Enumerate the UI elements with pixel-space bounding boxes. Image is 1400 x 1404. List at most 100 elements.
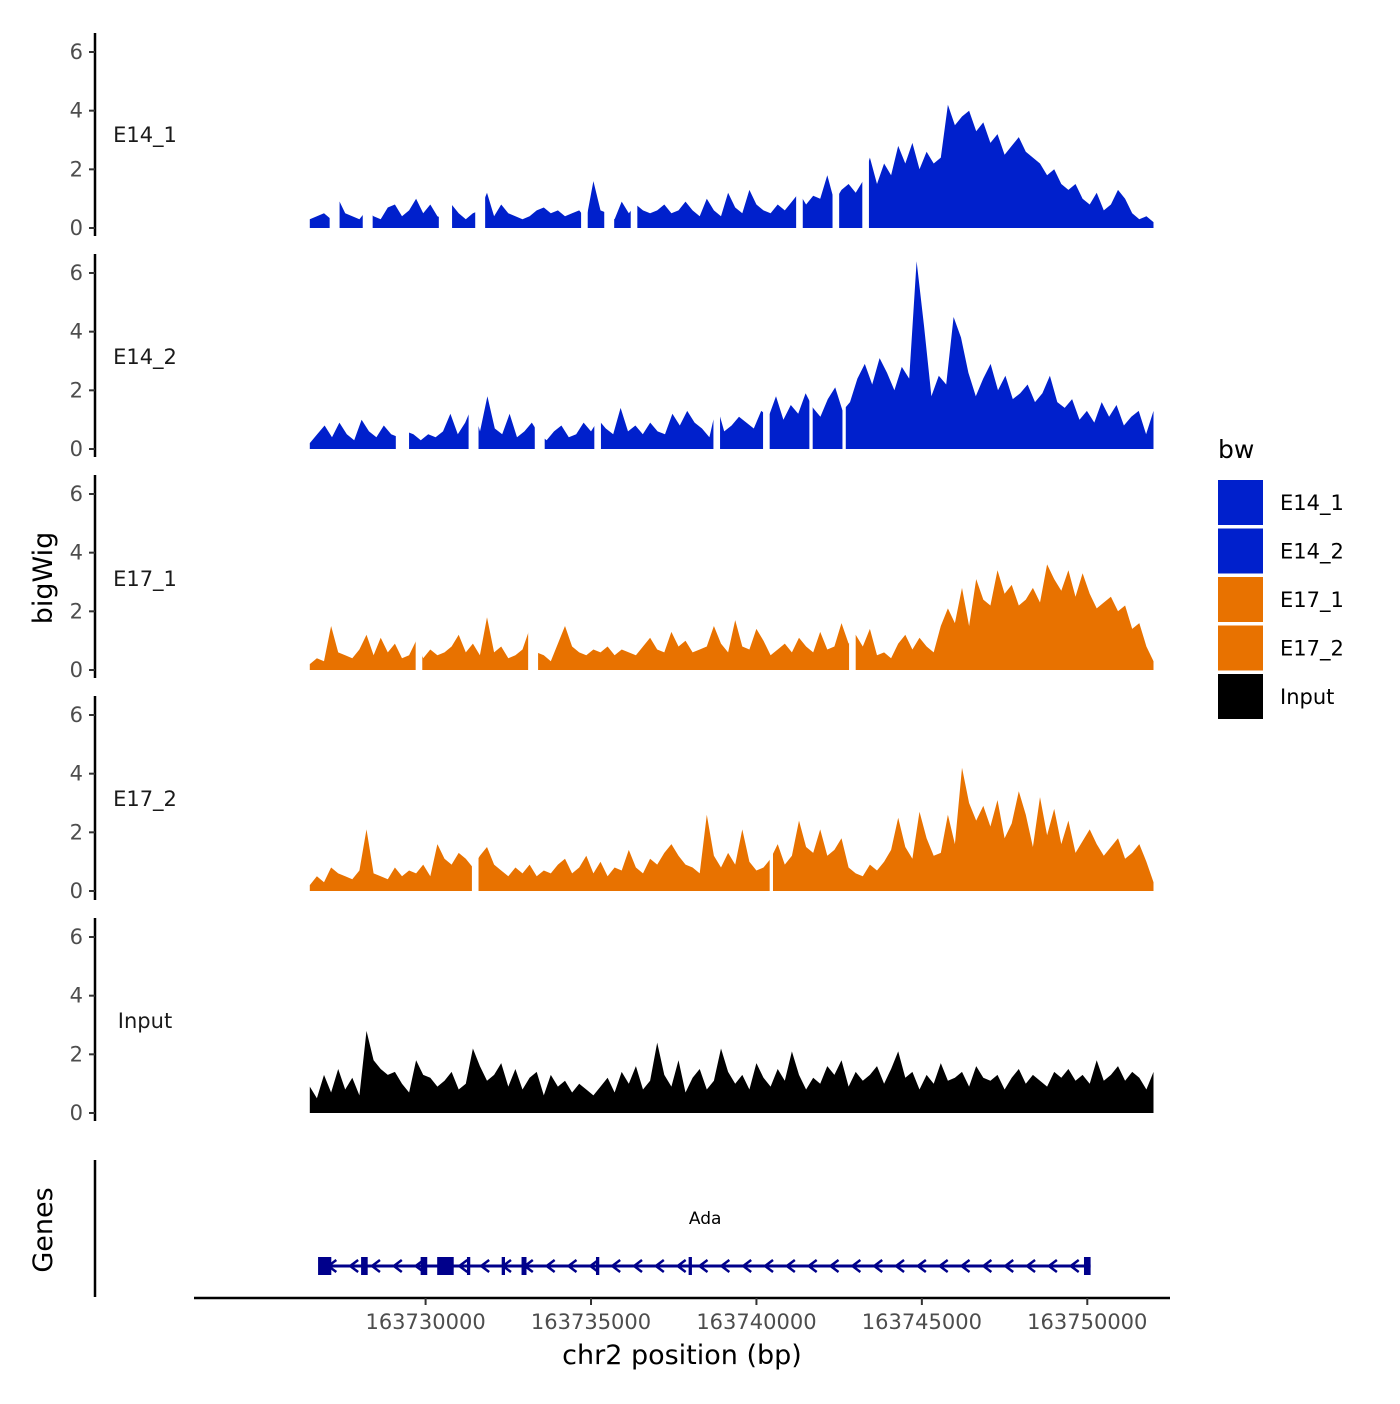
strand-arrow <box>479 1259 490 1273</box>
gene-exon <box>361 1257 368 1275</box>
coverage-gap <box>581 33 588 229</box>
coverage-gap <box>763 254 770 450</box>
gene-exon <box>466 1257 471 1275</box>
coverage-gap <box>594 254 601 450</box>
strand-arrow <box>981 1259 993 1273</box>
strand-arrow <box>850 1259 862 1273</box>
x-tick-label: 163740000 <box>696 1310 816 1334</box>
strand-arrow <box>566 1259 578 1273</box>
coverage-gap <box>630 33 638 229</box>
gene-exon <box>595 1257 600 1275</box>
strand-arrow <box>937 1259 949 1273</box>
strand-arrow <box>631 1259 643 1273</box>
genes-layer: Ada <box>93 1160 1091 1297</box>
tracks-layer: 0 2 4 6 E14_1 0 2 4 6 E14_2 0 2 4 6 E17_1 0 2 4 6 E17_2 0 2 4 6… <box>70 33 1154 1125</box>
legend-swatch-E17_1 <box>1218 577 1263 622</box>
coverage-gap <box>604 33 615 229</box>
track-label: E14_2 <box>113 345 177 370</box>
legend-label-E17_1: E17_1 <box>1280 588 1344 613</box>
legend-label-Input: Input <box>1280 685 1334 709</box>
y-tick-label: 0 <box>70 658 83 682</box>
gene-exon <box>1083 1257 1091 1275</box>
strand-arrow <box>1046 1259 1058 1273</box>
gene-exon <box>420 1257 428 1275</box>
gene-exon <box>437 1257 454 1275</box>
y-axis-title: bigWig <box>28 532 59 625</box>
coverage-gap <box>849 475 856 671</box>
y-tick-label: 2 <box>70 378 83 402</box>
signal-area-E17_1 <box>309 564 1154 670</box>
track-label: E17_1 <box>113 567 177 592</box>
coverage-gap <box>471 696 479 892</box>
gene-exon <box>318 1257 332 1275</box>
strand-arrow <box>1068 1259 1080 1273</box>
strand-arrow <box>959 1259 971 1273</box>
y-tick-label: 4 <box>70 762 83 786</box>
x-axis-title: chr2 position (bp) <box>562 1340 802 1371</box>
gene-exon <box>688 1257 692 1275</box>
strand-arrow <box>369 1259 381 1273</box>
strand-arrow <box>1024 1259 1036 1273</box>
strand-arrow <box>741 1259 752 1273</box>
strand-arrow <box>893 1259 905 1273</box>
strand-arrow <box>457 1259 469 1273</box>
coverage-gap <box>475 33 486 229</box>
y-tick-label: 4 <box>70 320 83 344</box>
signal-area-E14_1 <box>309 104 1154 228</box>
coverage-gap <box>534 254 545 450</box>
signal-area-E14_2 <box>309 261 1154 449</box>
strand-arrow <box>610 1259 621 1273</box>
strand-arrow <box>872 1259 883 1273</box>
x-tick-label: 163735000 <box>531 1310 651 1334</box>
y-tick-label: 4 <box>70 984 83 1008</box>
strand-arrow <box>653 1259 665 1273</box>
legend-swatch-E14_2 <box>1218 528 1263 574</box>
coverage-gap <box>862 33 869 229</box>
genes-axis-title: Genes <box>28 1187 59 1272</box>
coverage-gap <box>832 33 840 229</box>
legend: bw E14_1 E14_2 E17_1 E17_2 Input <box>1218 435 1344 719</box>
strand-arrow <box>675 1259 687 1273</box>
legend-title: bw <box>1218 435 1254 464</box>
coverage-gap <box>438 33 453 229</box>
x-tick-label: 163730000 <box>365 1310 485 1334</box>
y-tick-label: 6 <box>70 482 83 506</box>
coverage-gap <box>769 696 773 892</box>
track-E17_2: 0 2 4 6 E17_2 <box>70 696 1154 903</box>
y-tick-label: 0 <box>70 1101 83 1125</box>
track-E14_2: 0 2 4 6 E14_2 <box>70 254 1154 461</box>
coverage-gap <box>329 33 340 229</box>
coverage-gap <box>362 33 373 229</box>
track-E14_1: 0 2 4 6 E14_1 <box>70 33 1154 240</box>
coverage-gap <box>713 254 721 450</box>
coverage-gap <box>415 475 423 671</box>
strand-arrow <box>784 1259 796 1273</box>
legend-label-E14_2: E14_2 <box>1280 540 1344 565</box>
legend-label-E17_2: E17_2 <box>1280 637 1344 662</box>
y-tick-label: 4 <box>70 99 83 123</box>
y-tick-label: 6 <box>70 261 83 285</box>
y-tick-label: 0 <box>70 216 83 240</box>
y-tick-label: 2 <box>70 157 83 181</box>
gene-name: Ada <box>689 1209 722 1229</box>
y-tick-label: 4 <box>70 541 83 565</box>
strand-arrow <box>828 1259 840 1273</box>
legend-label-E14_1: E14_1 <box>1280 491 1344 516</box>
track-label: E14_1 <box>113 123 177 148</box>
gene-exon <box>501 1257 505 1275</box>
coverage-gap <box>528 475 539 671</box>
track-label: Input <box>118 1009 172 1033</box>
y-tick-label: 6 <box>70 703 83 727</box>
coverage-gap <box>395 254 410 450</box>
gene-exon <box>521 1257 527 1275</box>
x-axis: 163730000 163735000 163740000 163745000 1637… <box>194 1296 1170 1334</box>
strand-arrow <box>697 1259 709 1273</box>
strand-arrow <box>806 1259 818 1273</box>
strand-arrow <box>588 1259 600 1273</box>
x-tick-label: 163745000 <box>862 1310 982 1334</box>
track-Input: 0 2 4 6 Input <box>70 918 1154 1125</box>
strand-arrow <box>391 1259 403 1273</box>
strand-arrow <box>348 1259 359 1273</box>
y-tick-label: 2 <box>70 599 83 623</box>
